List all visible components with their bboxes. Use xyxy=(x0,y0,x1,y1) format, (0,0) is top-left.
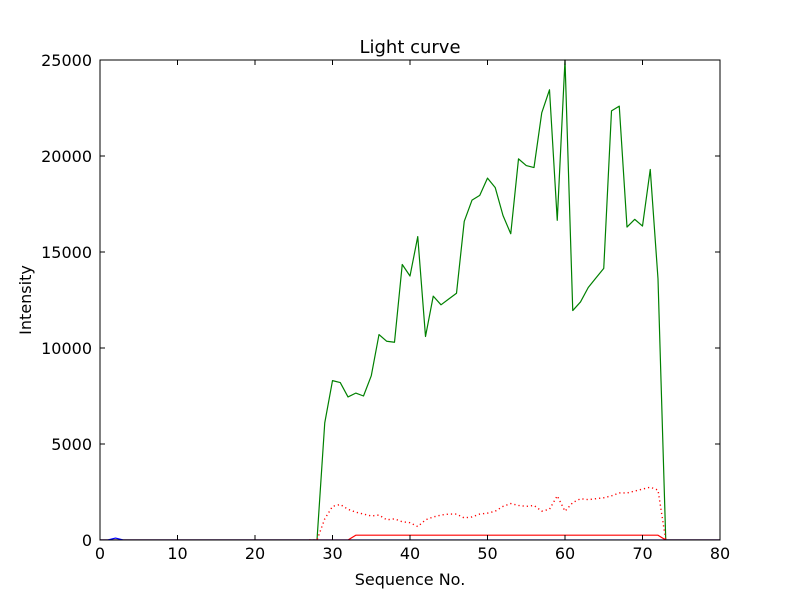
y-tick-label: 15000 xyxy=(41,243,92,262)
axes-frame xyxy=(99,59,721,541)
chart-title: Light curve xyxy=(359,37,460,58)
x-tick-label: 0 xyxy=(95,544,105,563)
x-tick-label: 80 xyxy=(710,544,730,563)
series-line-0 xyxy=(100,59,720,540)
x-tick-label: 50 xyxy=(477,544,497,563)
series-line-2 xyxy=(100,534,720,540)
y-axis-label: Intensity xyxy=(16,265,35,335)
x-tick-label: 30 xyxy=(322,544,342,563)
x-axis-label: Sequence No. xyxy=(355,570,466,589)
series-line-1 xyxy=(309,486,667,540)
x-tick-label: 10 xyxy=(167,544,187,563)
y-tick-label: 20000 xyxy=(41,147,92,166)
x-tick-label: 40 xyxy=(400,544,420,563)
x-tick-label: 60 xyxy=(555,544,575,563)
x-tick-label: 20 xyxy=(245,544,265,563)
plot-area: 0 10 20 30 40 50 60 70 80 0 5000 10000 15000 20000 250… xyxy=(41,51,730,563)
x-tick-label: 70 xyxy=(632,544,652,563)
y-tick-label: 10000 xyxy=(41,339,92,358)
series-line-3 xyxy=(100,537,720,540)
y-tick-label: 5000 xyxy=(51,435,92,454)
y-tick-label: 0 xyxy=(82,531,92,550)
y-tick-label: 25000 xyxy=(41,51,92,70)
